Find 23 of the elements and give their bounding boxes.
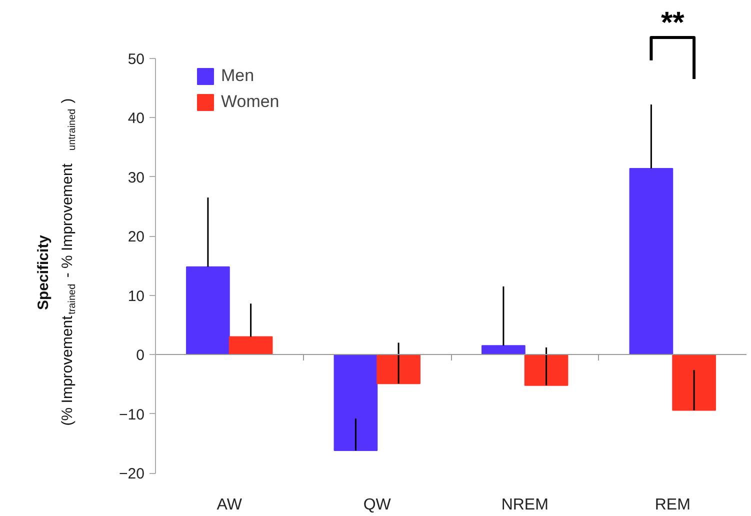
y-tick-label: 0 <box>136 347 144 364</box>
bar <box>524 354 568 386</box>
y-tick-label: 50 <box>128 50 145 68</box>
x-tick-label: NREM <box>501 496 548 514</box>
bar <box>629 168 674 356</box>
x-tick-label: REM <box>654 496 690 514</box>
bar <box>228 336 273 356</box>
legend-label: Men <box>221 66 254 86</box>
bar <box>672 354 716 411</box>
bar <box>482 345 526 356</box>
y-tick-label: 20 <box>128 228 145 246</box>
x-tick-label: QW <box>363 496 392 514</box>
y-tick-label: −20 <box>119 466 145 483</box>
text: ** <box>660 6 685 40</box>
y-tick-label: 40 <box>128 110 145 128</box>
x-tick-label: AW <box>216 496 243 514</box>
bar <box>186 266 230 356</box>
legend-label: Women <box>221 92 280 112</box>
y-tick-label: 30 <box>128 169 145 186</box>
bar <box>376 354 420 384</box>
y-tick-label: 10 <box>128 288 145 305</box>
bar <box>334 354 378 452</box>
y-tick-label: −10 <box>119 406 145 424</box>
